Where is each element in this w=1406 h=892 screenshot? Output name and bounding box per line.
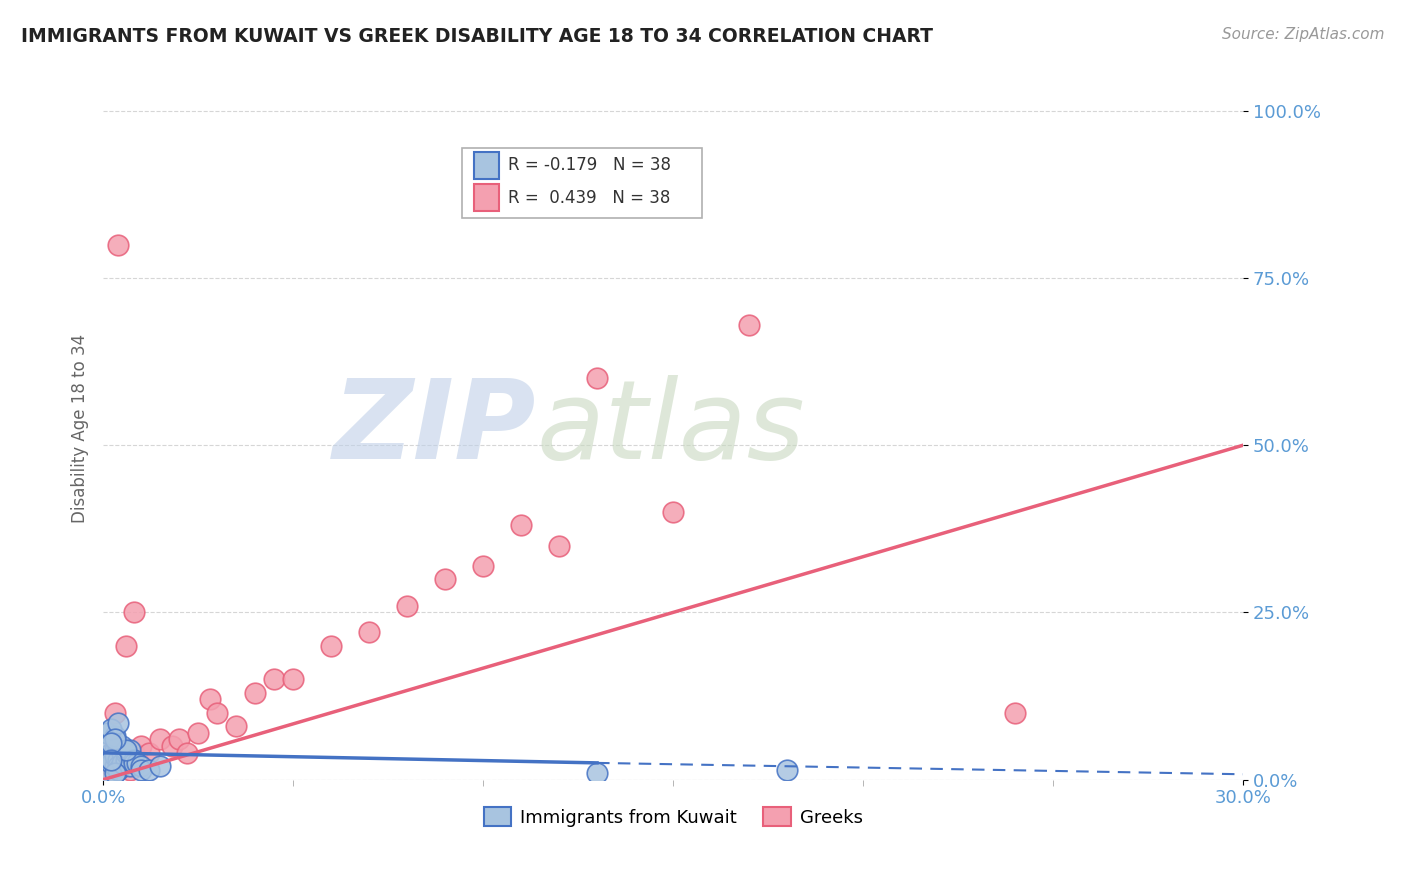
Point <box>100 736 122 750</box>
Legend: Immigrants from Kuwait, Greeks: Immigrants from Kuwait, Greeks <box>477 800 870 834</box>
Point <box>129 763 152 777</box>
FancyBboxPatch shape <box>463 148 702 218</box>
Point <box>107 763 129 777</box>
Point <box>662 505 685 519</box>
Point <box>738 318 761 332</box>
Point <box>319 639 342 653</box>
Point <box>176 746 198 760</box>
Point <box>243 686 266 700</box>
Point <box>100 756 122 770</box>
Point <box>103 753 125 767</box>
Point <box>100 753 122 767</box>
Point <box>118 742 141 756</box>
Point <box>118 753 141 767</box>
Point <box>111 756 134 770</box>
Point <box>129 739 152 754</box>
Point <box>103 706 125 720</box>
Point <box>96 769 118 783</box>
Point <box>776 763 799 777</box>
Point <box>586 371 609 385</box>
Point <box>127 756 149 770</box>
Point <box>103 749 125 764</box>
Point <box>359 625 381 640</box>
Point <box>1004 706 1026 720</box>
Point <box>103 759 125 773</box>
FancyBboxPatch shape <box>474 152 499 178</box>
Point <box>149 732 172 747</box>
Point <box>263 673 285 687</box>
Point <box>127 753 149 767</box>
Point <box>115 746 138 760</box>
Point <box>118 763 141 777</box>
FancyBboxPatch shape <box>474 184 499 211</box>
Point <box>100 746 122 760</box>
Point <box>472 558 495 573</box>
Point <box>160 739 183 754</box>
Point <box>103 729 125 743</box>
Point <box>103 766 125 780</box>
Point <box>548 539 571 553</box>
Text: IMMIGRANTS FROM KUWAIT VS GREEK DISABILITY AGE 18 TO 34 CORRELATION CHART: IMMIGRANTS FROM KUWAIT VS GREEK DISABILI… <box>21 27 934 45</box>
Text: ZIP: ZIP <box>333 375 536 482</box>
Point <box>122 756 145 770</box>
Y-axis label: Disability Age 18 to 34: Disability Age 18 to 34 <box>72 334 89 523</box>
Point <box>138 763 160 777</box>
Point <box>103 739 125 754</box>
Point <box>111 759 134 773</box>
Point <box>510 518 533 533</box>
Text: R = -0.179   N = 38: R = -0.179 N = 38 <box>508 156 671 174</box>
Point <box>205 706 228 720</box>
Point <box>434 572 457 586</box>
Point <box>122 606 145 620</box>
Point <box>100 753 122 767</box>
Point <box>96 766 118 780</box>
Point <box>107 753 129 767</box>
Point <box>122 753 145 767</box>
Text: Source: ZipAtlas.com: Source: ZipAtlas.com <box>1222 27 1385 42</box>
Point <box>103 746 125 760</box>
Point <box>396 599 419 613</box>
Point <box>107 746 129 760</box>
Point <box>118 759 141 773</box>
Point <box>111 746 134 760</box>
Point <box>103 742 125 756</box>
Text: atlas: atlas <box>536 375 804 482</box>
Point <box>107 739 129 754</box>
Point <box>187 726 209 740</box>
Point <box>100 759 122 773</box>
Point <box>115 749 138 764</box>
Text: R =  0.439   N = 38: R = 0.439 N = 38 <box>508 188 671 207</box>
Point <box>167 732 190 747</box>
Point <box>115 742 138 756</box>
Point <box>149 759 172 773</box>
Point <box>281 673 304 687</box>
Point <box>122 746 145 760</box>
Point <box>107 237 129 252</box>
Point <box>129 759 152 773</box>
Point <box>586 766 609 780</box>
Point <box>115 639 138 653</box>
Point <box>96 726 118 740</box>
Point <box>138 746 160 760</box>
Point <box>103 732 125 747</box>
Point <box>115 753 138 767</box>
Point <box>107 715 129 730</box>
Point <box>107 759 129 773</box>
Point <box>111 739 134 754</box>
Point <box>225 719 247 733</box>
Point <box>100 723 122 737</box>
Point <box>198 692 221 706</box>
